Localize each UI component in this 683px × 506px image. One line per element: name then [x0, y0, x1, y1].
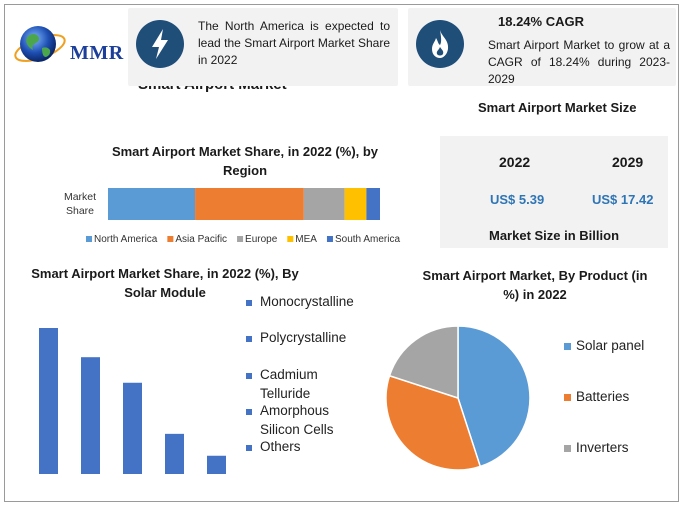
legend-label-monocrystalline: Monocrystalline — [260, 294, 354, 309]
market-size-heading: Smart Airport Market Size — [478, 100, 637, 115]
north-america-info-box: The North America is expected to lead th… — [128, 8, 398, 86]
legend-label-inverters: Inverters — [576, 440, 629, 455]
logo-text: MMR — [70, 42, 124, 64]
legend-label-mea: MEA — [295, 234, 317, 245]
legend-label-polycrystalline: Polycrystalline — [260, 330, 346, 345]
legend-swatch-others — [246, 445, 252, 451]
market-size-caption: Market Size in Billion — [488, 228, 620, 243]
legend-swatch-south-america — [326, 236, 333, 242]
bar-cadmium-telluride — [123, 382, 142, 474]
legend-label-north-america: North America — [94, 234, 158, 245]
legend-label-solar-panel: Solar panel — [576, 338, 644, 353]
cagr-info-box: 18.24% CAGR Smart Airport Market to grow… — [408, 8, 676, 86]
legend-label-batteries: Batteries — [576, 389, 630, 404]
legend-label-others: Others — [260, 439, 301, 454]
bar-segment-north-america — [108, 188, 196, 220]
bar-segment-south-america — [366, 188, 380, 220]
value-2029: US$ 17.42 — [592, 192, 654, 207]
lightning-icon — [136, 20, 184, 68]
pie-slice-batteries — [385, 374, 482, 471]
bar-segment-mea — [344, 188, 367, 220]
legend-label-asia-pacific: Asia Pacific — [175, 234, 227, 245]
bar-others — [207, 455, 226, 474]
legend-swatch-cadmium-telluride — [246, 373, 252, 379]
legend-swatch-solar-panel — [564, 343, 571, 350]
region-chart-title: Smart Airport Market Share, in 2022 (%),… — [111, 144, 379, 178]
legend-swatch-batteries — [564, 394, 571, 401]
legend-label-europe: Europe — [245, 234, 278, 245]
bar-monocrystalline — [39, 328, 58, 474]
cagr-title: 18.24% CAGR — [498, 14, 584, 29]
legend-swatch-mea — [287, 236, 294, 242]
solar-module-chart: Monocrystalline Polycrystalline Cadmium Tel… — [39, 294, 354, 474]
category-label: Market Share — [64, 191, 96, 217]
product-pie-chart: Solar panel Batteries Inverters — [385, 325, 644, 471]
pie-slice-inverters — [388, 325, 459, 400]
bar-amorphous-silicon-cells — [165, 433, 184, 474]
globe-icon — [14, 26, 66, 62]
bar-segment-europe — [303, 188, 345, 220]
legend-swatch-asia-pacific — [167, 236, 174, 242]
legend-swatch-amorphous-silicon-cells — [246, 409, 252, 415]
year-2029: 2029 — [612, 154, 644, 170]
product-chart-title: Smart Airport Market, By Product (in %) … — [422, 268, 648, 302]
north-america-note: The North America is expected to lead th… — [198, 19, 390, 67]
region-share-chart: Market Share North America Asia Pacific Euro… — [64, 188, 400, 245]
market-size-box: 2022 2029 US$ 5.39 US$ 17.42 Market Size… — [440, 136, 668, 248]
cagr-text: Smart Airport Market to grow at a CAGR o… — [488, 38, 670, 86]
value-2022: US$ 5.39 — [490, 192, 545, 207]
solar-chart-title: Smart Airport Market Share, in 2022 (%),… — [31, 266, 299, 300]
mmr-logo: MMR — [12, 18, 124, 74]
infographic-frame — [4, 4, 679, 502]
legend-label-amorphous-silicon-cells: Amorphous Silicon Cells — [260, 403, 334, 437]
legend-label-south-america: South America — [335, 234, 400, 245]
legend-swatch-inverters — [564, 445, 571, 452]
legend-swatch-north-america — [86, 236, 92, 242]
legend-label-cadmium-telluride: Cadmium Telluride — [260, 367, 318, 401]
legend-swatch-monocrystalline — [246, 300, 252, 306]
legend-swatch-europe — [237, 236, 244, 242]
year-2022: 2022 — [499, 154, 531, 170]
legend-swatch-polycrystalline — [246, 336, 252, 342]
pie-slice-solar-panel — [457, 325, 531, 468]
bar-segment-asia-pacific — [195, 188, 304, 220]
flame-icon — [416, 20, 464, 68]
bar-polycrystalline — [81, 357, 100, 474]
